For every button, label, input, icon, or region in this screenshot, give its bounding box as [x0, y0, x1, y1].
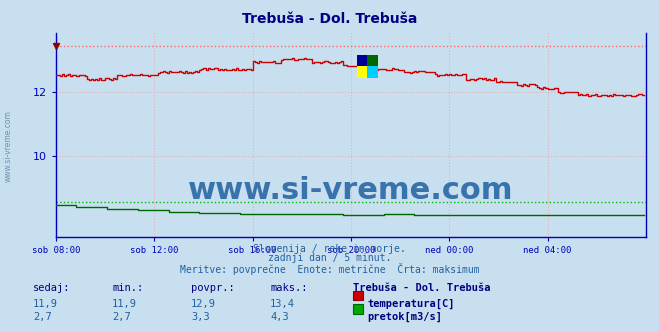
- Text: 11,9: 11,9: [112, 299, 137, 309]
- Bar: [367, 55, 378, 66]
- Bar: [357, 55, 367, 66]
- Text: 13,4: 13,4: [270, 299, 295, 309]
- Text: temperatura[C]: temperatura[C]: [367, 299, 455, 309]
- Text: www.si-vreme.com: www.si-vreme.com: [3, 110, 13, 182]
- Text: 4,3: 4,3: [270, 312, 289, 322]
- Text: 12,9: 12,9: [191, 299, 216, 309]
- Text: 2,7: 2,7: [112, 312, 130, 322]
- Text: min.:: min.:: [112, 283, 143, 293]
- Text: 11,9: 11,9: [33, 299, 58, 309]
- Text: 2,7: 2,7: [33, 312, 51, 322]
- Text: 3,3: 3,3: [191, 312, 210, 322]
- Bar: [367, 66, 378, 78]
- Text: pretok[m3/s]: pretok[m3/s]: [367, 312, 442, 322]
- Text: Slovenija / reke in morje.: Slovenija / reke in morje.: [253, 244, 406, 254]
- Text: Meritve: povprečne  Enote: metrične  Črta: maksimum: Meritve: povprečne Enote: metrične Črta:…: [180, 263, 479, 275]
- Text: povpr.:: povpr.:: [191, 283, 235, 293]
- Text: Trebuša - Dol. Trebuša: Trebuša - Dol. Trebuša: [353, 283, 490, 293]
- Text: zadnji dan / 5 minut.: zadnji dan / 5 minut.: [268, 253, 391, 263]
- Bar: [357, 66, 367, 78]
- Text: sedaj:: sedaj:: [33, 283, 71, 293]
- Text: Trebuša - Dol. Trebuša: Trebuša - Dol. Trebuša: [242, 12, 417, 26]
- Text: maks.:: maks.:: [270, 283, 308, 293]
- Text: www.si-vreme.com: www.si-vreme.com: [188, 176, 513, 205]
